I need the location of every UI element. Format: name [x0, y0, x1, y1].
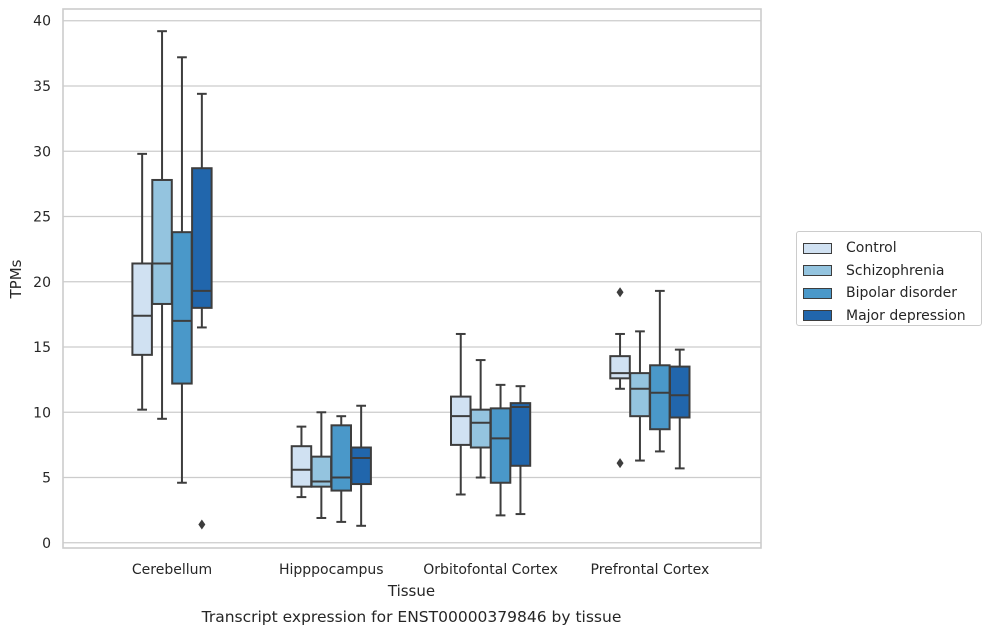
legend-swatch [803, 265, 832, 277]
y-axis-label: TPMs [7, 259, 25, 299]
iqr-box [131, 262, 153, 356]
y-tick-label: 5 [42, 471, 51, 487]
box-control [131, 152, 153, 411]
box-bipolar-disorder [489, 383, 512, 517]
y-tick-label: 40 [33, 14, 51, 30]
legend-label: Major depression [846, 307, 966, 324]
outlier-point [616, 458, 624, 469]
x-tick-label: Hipppocampus [279, 562, 384, 578]
iqr-box [350, 446, 372, 486]
y-tick-labels: 0 5 10 15 20 25 30 35 40 [33, 14, 51, 552]
y-tick-label: 20 [33, 275, 51, 291]
box-bipolar-disorder [649, 289, 671, 453]
iqr-box [151, 178, 173, 305]
legend-swatch [803, 242, 832, 254]
legend-swatch [803, 287, 832, 299]
legend-item: Schizophrenia [803, 260, 981, 283]
box-control [290, 425, 313, 499]
iqr-box [609, 355, 631, 380]
x-tick-label: Cerebellum [132, 562, 212, 578]
legend: Control Schizophrenia Bipolar disorder Majo… [796, 231, 982, 326]
outlier-point [198, 519, 206, 530]
iqr-box [171, 231, 193, 385]
box-schizophrenia [469, 359, 492, 479]
legend-swatch [803, 310, 832, 322]
box-major-depression [191, 92, 213, 530]
box-control [450, 332, 472, 496]
box-bipolar-disorder [330, 415, 352, 523]
y-tick-label: 10 [33, 405, 51, 421]
legend-label: Control [846, 240, 897, 257]
iqr-box [669, 365, 691, 419]
y-tick-label: 35 [33, 79, 51, 95]
x-tick-label: Orbitofontal Cortex [423, 562, 558, 578]
legend-item: Control [803, 237, 981, 260]
iqr-box [191, 167, 213, 309]
legend-label: Bipolar disorder [846, 285, 958, 302]
iqr-box [450, 395, 472, 446]
outlier-point [616, 287, 624, 298]
y-tick-label: 25 [33, 210, 51, 226]
y-tick-label: 15 [33, 340, 51, 356]
box-control [609, 287, 631, 469]
x-tick-labels: Cerebellum Hipppocampus Orbitofontal Corte… [132, 562, 709, 578]
chart-title: Transcript expression for ENST0000037984… [201, 608, 622, 626]
y-tick-label: 0 [42, 536, 51, 552]
x-tick-label: Prefrontal Cortex [591, 562, 710, 578]
iqr-box [489, 407, 512, 484]
y-tick-label: 30 [33, 144, 51, 160]
iqr-box [509, 402, 532, 467]
iqr-box [290, 445, 313, 488]
box-schizophrenia [629, 330, 651, 462]
box-major-depression [509, 385, 532, 516]
iqr-box [469, 408, 492, 449]
iqr-box [629, 372, 651, 418]
iqr-box [649, 364, 671, 431]
legend-label: Schizophrenia [846, 262, 945, 279]
box-major-depression [350, 404, 372, 527]
plot-frame [62, 8, 762, 549]
box-major-depression [669, 348, 691, 470]
legend-item: Bipolar disorder [803, 282, 981, 305]
box-schizophrenia [310, 411, 333, 519]
x-axis-label: Tissue [387, 582, 435, 600]
iqr-box [330, 424, 352, 492]
legend-item: Major depression [803, 305, 981, 328]
box-schizophrenia [151, 30, 173, 420]
box-bipolar-disorder [171, 56, 193, 484]
box-layer [131, 30, 691, 530]
